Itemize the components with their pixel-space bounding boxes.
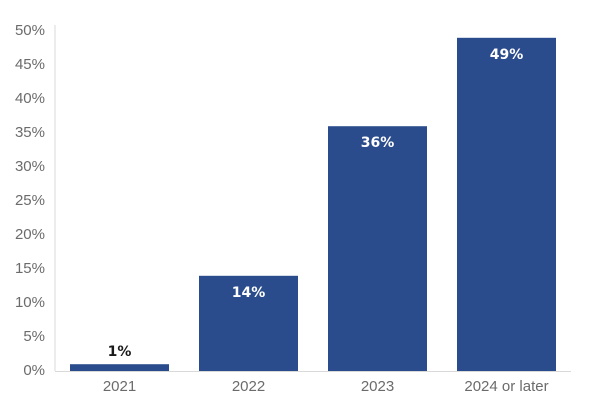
y-tick-label: 15%: [15, 260, 45, 277]
bar-2024-or-later: [457, 37, 556, 372]
y-tick-label: 25%: [15, 192, 45, 209]
y-tick-label: 10%: [15, 294, 45, 311]
data-labels: 1% 14% 36% 49%: [108, 47, 524, 360]
bar-series: [70, 37, 556, 372]
y-tick-label: 20%: [15, 226, 45, 243]
data-label: 14%: [232, 285, 266, 301]
x-tick-label: 2023: [361, 378, 394, 395]
y-tick-label: 40%: [15, 90, 45, 107]
bar-2022: [199, 275, 298, 371]
bar-2021: [70, 364, 169, 371]
y-axis: 0% 5% 10% 15% 20% 25% 30% 35% 40% 45% 50%: [15, 22, 56, 379]
x-tick-label: 2024 or later: [464, 378, 548, 395]
y-tick-label: 50%: [15, 22, 45, 39]
y-tick-label: 5%: [23, 328, 45, 345]
bar-2023: [328, 126, 427, 371]
y-tick-label: 45%: [15, 56, 45, 73]
y-tick-label: 0%: [23, 362, 45, 379]
y-tick-label: 30%: [15, 158, 45, 175]
x-axis: 2021 2022 2023 2024 or later: [55, 371, 571, 395]
data-label: 1%: [108, 344, 132, 360]
data-label: 49%: [490, 47, 524, 63]
y-tick-label: 35%: [15, 124, 45, 141]
data-label: 36%: [361, 135, 395, 151]
x-tick-label: 2022: [232, 378, 265, 395]
x-tick-label: 2021: [103, 378, 136, 395]
